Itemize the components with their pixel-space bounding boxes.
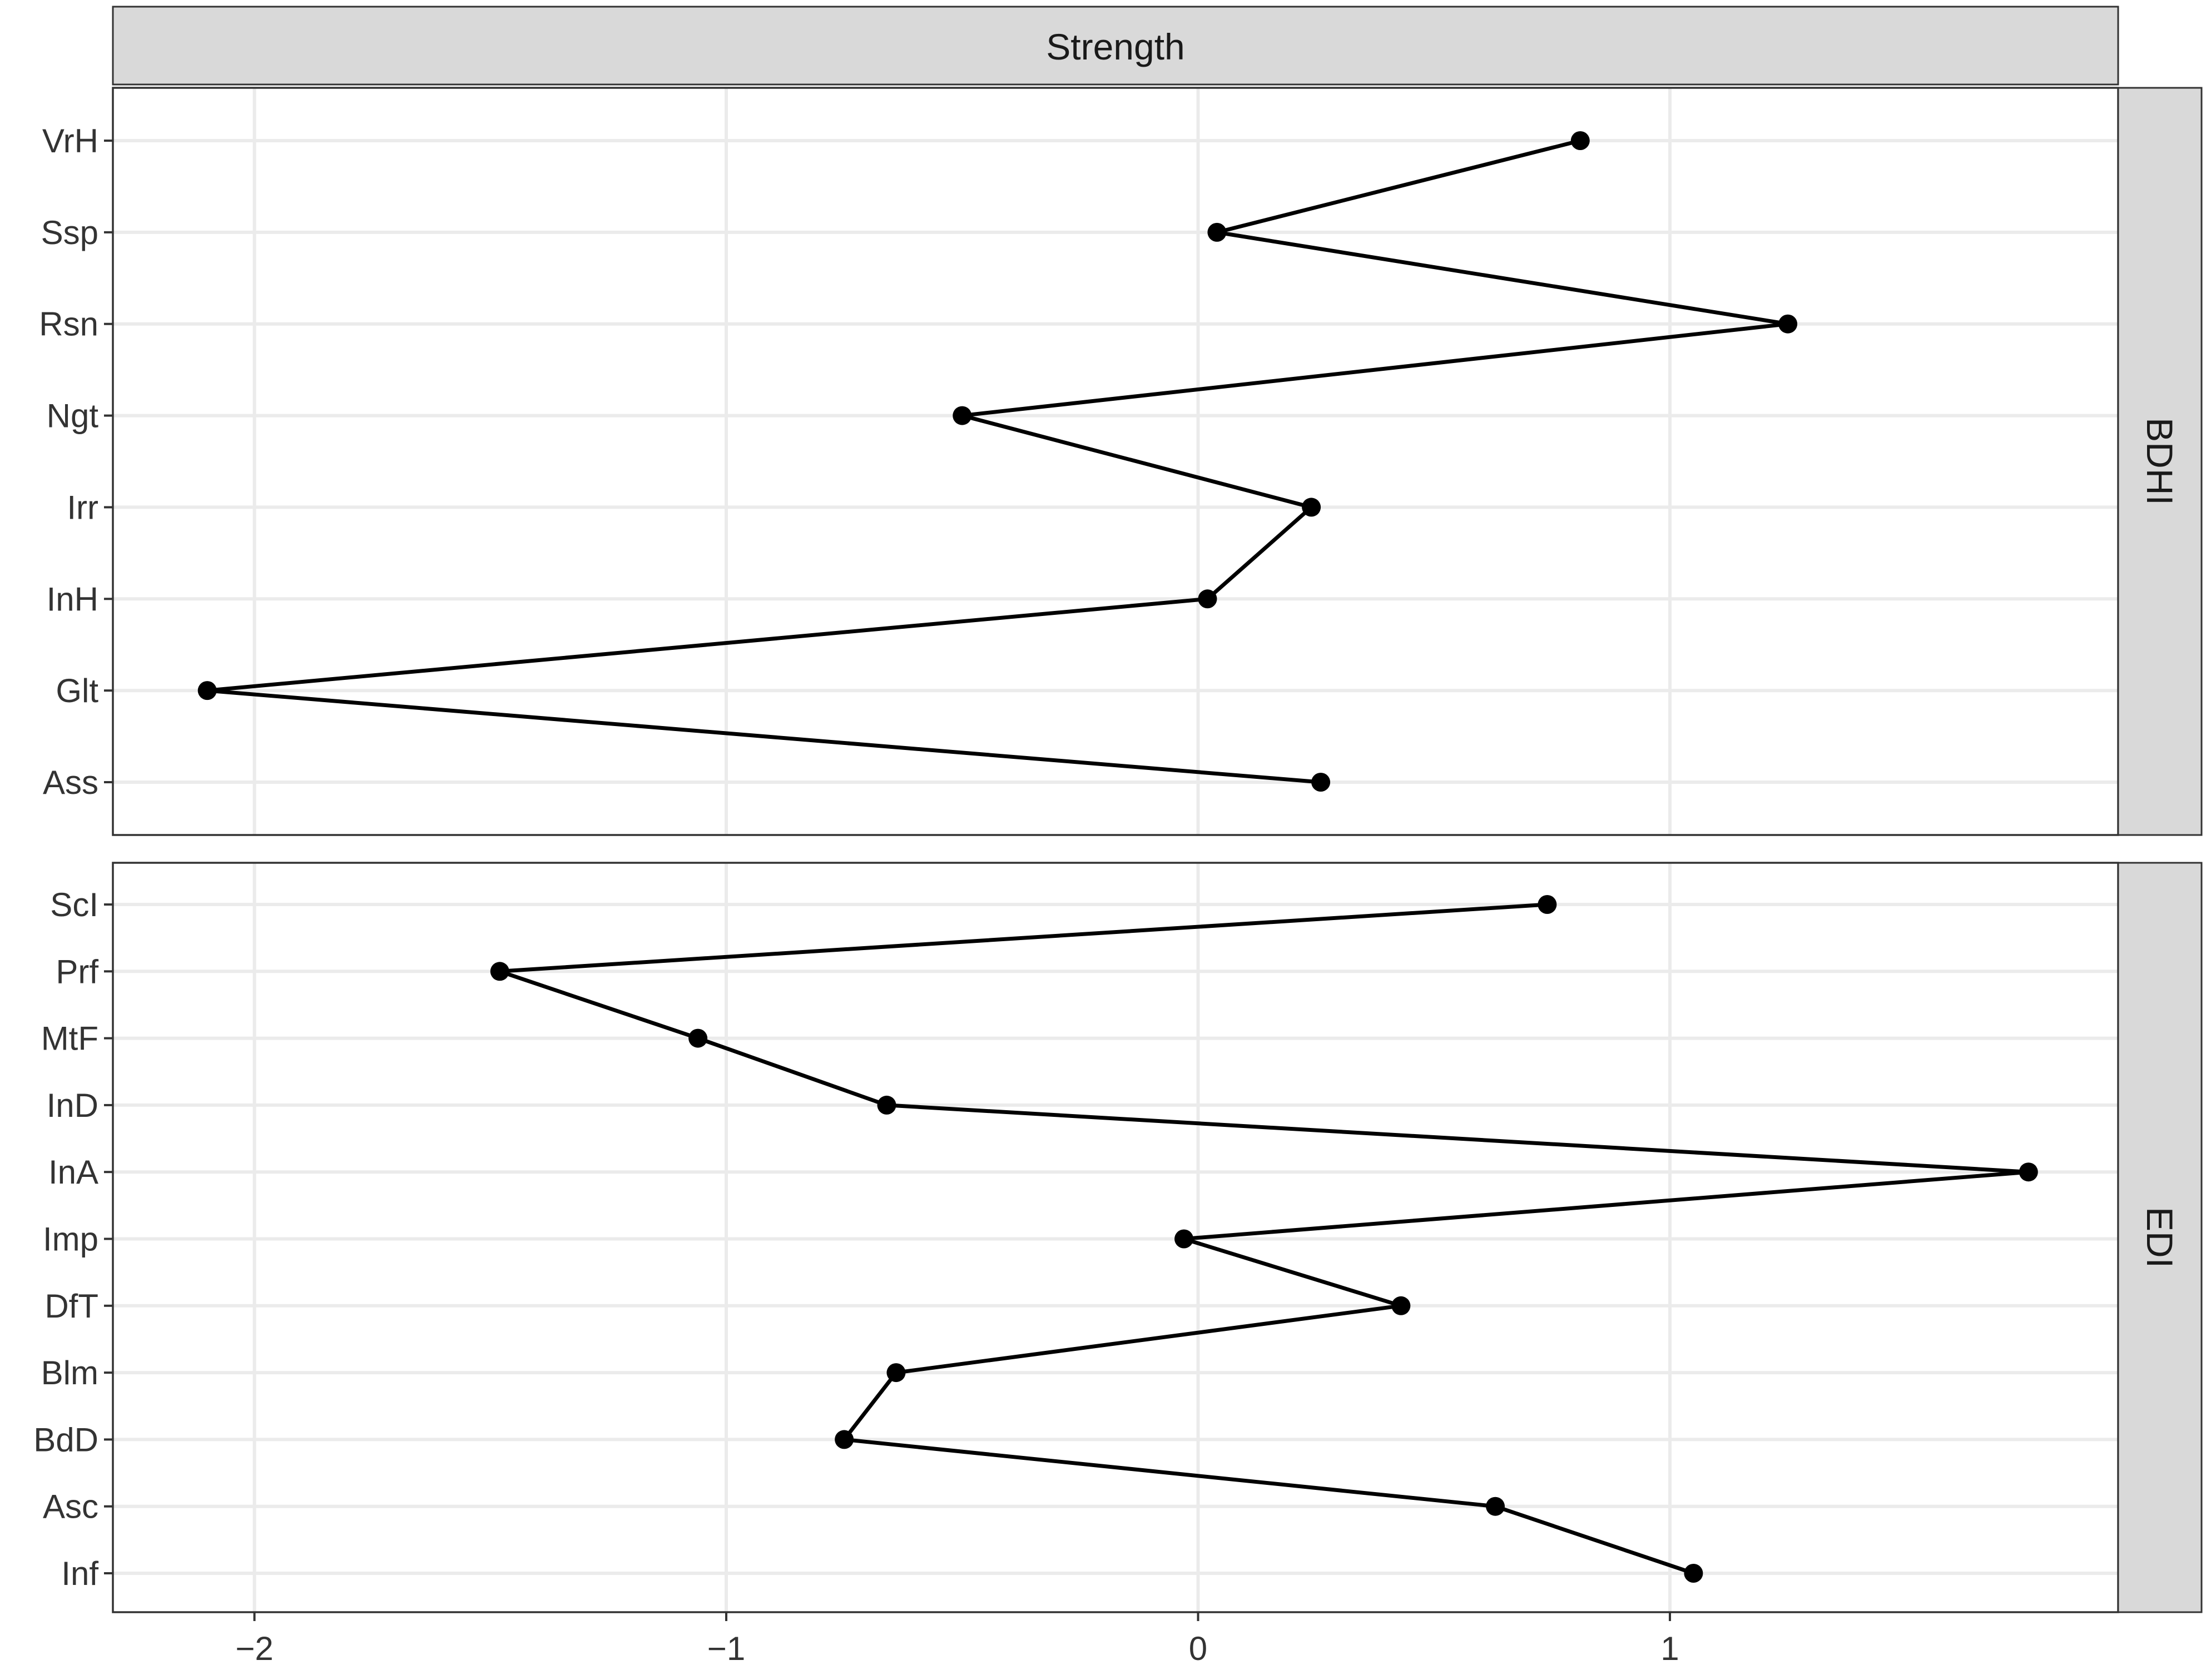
strip-bdhi-label: BDHI bbox=[2139, 417, 2180, 505]
y-tick-label-ngt: Ngt bbox=[47, 397, 99, 435]
y-tick-label-glt: Glt bbox=[56, 672, 98, 709]
data-point-inh bbox=[1198, 589, 1217, 609]
data-point-ass bbox=[1311, 773, 1331, 792]
x-axis: −2 −1 0 1 bbox=[235, 1612, 1679, 1667]
y-tick-label-ind: InD bbox=[47, 1087, 98, 1124]
y-tick-label-inf: Inf bbox=[61, 1555, 98, 1592]
data-point-blm bbox=[886, 1363, 906, 1383]
y-tick-label-rsn: Rsn bbox=[39, 306, 98, 343]
strip-strength-label: Strength bbox=[1046, 26, 1185, 67]
y-tick-label-imp: Imp bbox=[43, 1221, 98, 1258]
strip-edi-label: EDI bbox=[2139, 1207, 2180, 1268]
data-point-glt bbox=[197, 681, 217, 700]
data-point-dft bbox=[1391, 1296, 1411, 1315]
y-tick-label-blm: Blm bbox=[41, 1354, 98, 1391]
y-tick-label-ssp: Ssp bbox=[41, 214, 98, 251]
series-line-bdhi bbox=[205, 138, 1790, 784]
data-point-ind bbox=[877, 1095, 896, 1115]
strip-strength: Strength bbox=[112, 6, 2119, 86]
x-tick-label-3: 1 bbox=[1660, 1630, 1679, 1667]
data-point-prf bbox=[490, 962, 509, 981]
y-tick-label-asc: Asc bbox=[43, 1488, 98, 1525]
strip-strength-background bbox=[112, 6, 2119, 86]
y-tick-label-ina: InA bbox=[48, 1154, 98, 1191]
data-point-mtf bbox=[688, 1028, 708, 1048]
y-tick-label-irr: Irr bbox=[67, 489, 98, 526]
y-tick-label-inh: InH bbox=[47, 580, 98, 618]
data-point-ina bbox=[2019, 1162, 2038, 1182]
y-tick-label-vrh: VrH bbox=[42, 122, 98, 160]
y-tick-label-mtf: MtF bbox=[41, 1020, 98, 1057]
strip-edi-background bbox=[2117, 862, 2203, 1613]
data-point-sci bbox=[1538, 895, 1557, 914]
y-tick-label-prf: Prf bbox=[56, 953, 98, 990]
y-tick-label-sci: ScI bbox=[50, 886, 98, 923]
strip-edi: EDI bbox=[2117, 862, 2203, 1613]
data-point-asc bbox=[1486, 1497, 1505, 1516]
data-point-ngt bbox=[953, 406, 972, 425]
x-tick-label-0: −2 bbox=[235, 1630, 273, 1667]
data-point-irr bbox=[1302, 498, 1321, 517]
panel-border bbox=[112, 87, 2119, 836]
data-point-vrh bbox=[1570, 131, 1590, 150]
x-tick-label-1: −1 bbox=[707, 1630, 745, 1667]
x-tick-label-2: 0 bbox=[1189, 1630, 1207, 1667]
y-tick-label-dft: DfT bbox=[44, 1288, 98, 1325]
strip-bdhi-background bbox=[2117, 87, 2203, 836]
y-tick-label-ass: Ass bbox=[43, 764, 98, 801]
strip-bdhi: BDHI bbox=[2117, 87, 2203, 836]
y-tick-label-bdd: BdD bbox=[33, 1421, 98, 1458]
data-point-inf bbox=[1684, 1564, 1703, 1583]
panel-bdhi: VrH Ssp Rsn Ngt Irr InH Glt Ass BDHI bbox=[39, 87, 2203, 836]
data-point-imp bbox=[1174, 1229, 1194, 1249]
panel-edi: ScI Prf MtF InD InA Imp DfT Blm BdD Asc Inf EDI bbox=[33, 862, 2203, 1613]
data-point-bdd bbox=[835, 1430, 854, 1449]
data-point-rsn bbox=[1778, 314, 1798, 334]
data-point-ssp bbox=[1207, 222, 1227, 242]
